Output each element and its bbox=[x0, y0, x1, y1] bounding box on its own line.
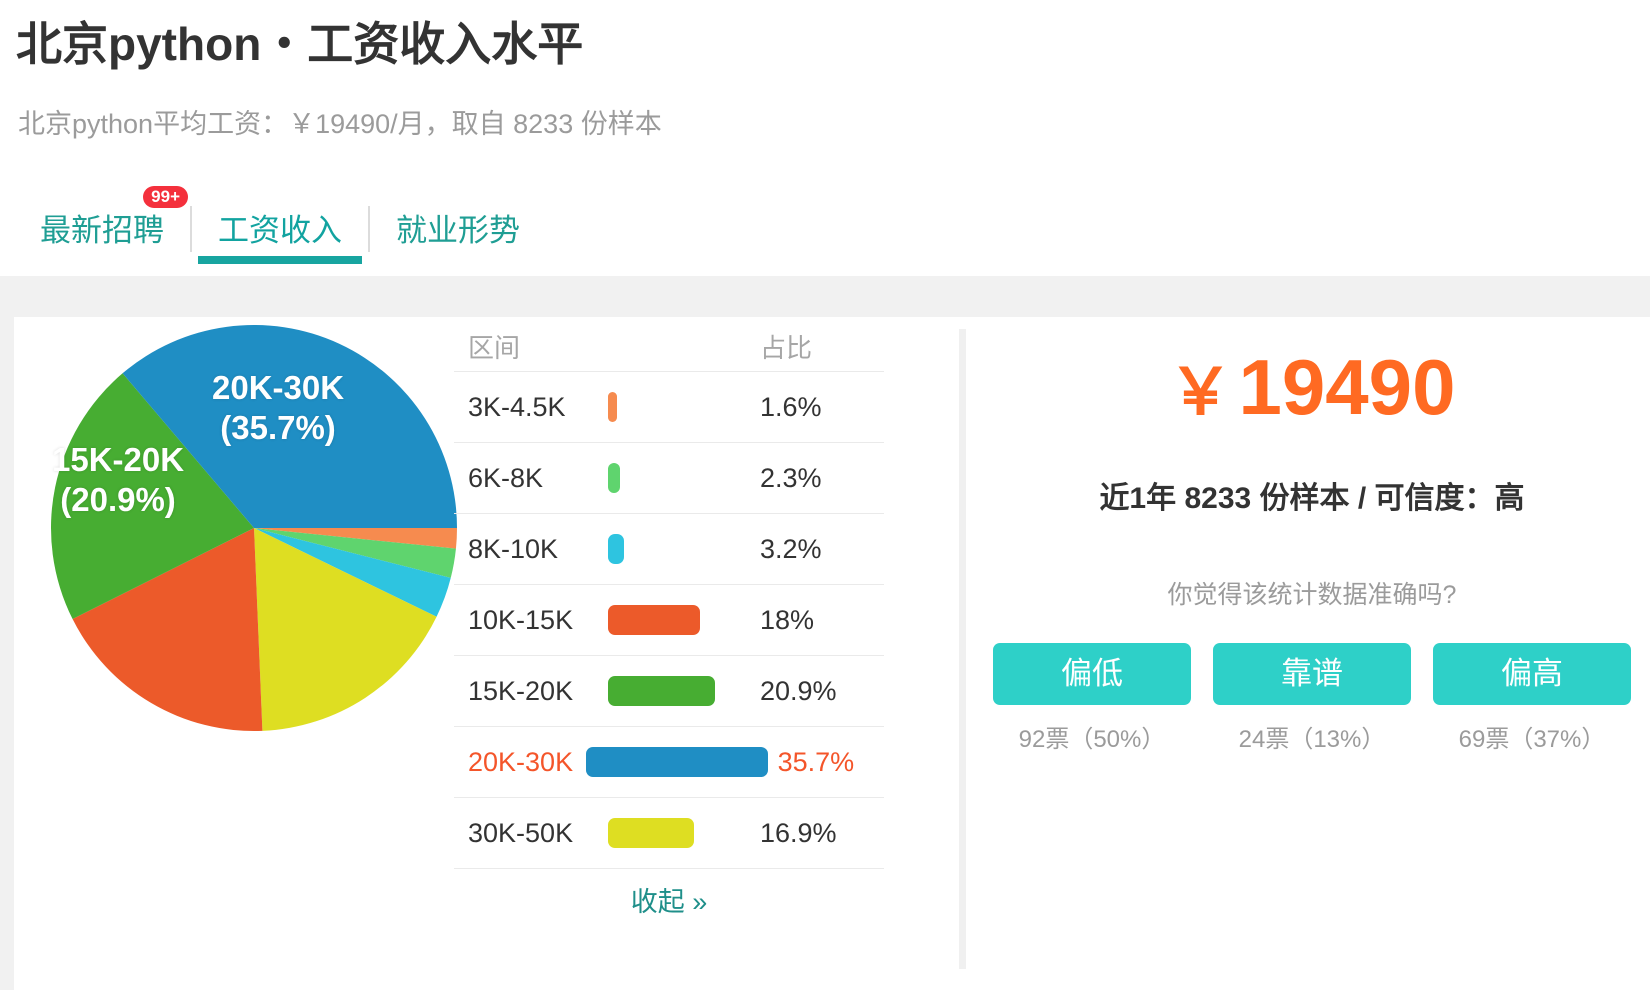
tab-salary-income[interactable]: 工资收入 bbox=[192, 190, 368, 264]
sample-meta: 近1年 8233 份样本 / 可信度：高 bbox=[1099, 481, 1525, 515]
cell-range: 15K-20K bbox=[468, 675, 574, 706]
cell-bar bbox=[608, 463, 750, 493]
pie-svg bbox=[50, 324, 457, 732]
proportion-bar bbox=[608, 392, 617, 422]
vote-too-high-button[interactable]: 偏高 bbox=[1433, 642, 1631, 705]
vote-count-high: 69票（37%） bbox=[1458, 725, 1606, 753]
cell-percent: 16.9% bbox=[760, 817, 837, 848]
vote-accurate-button[interactable]: 靠谱 bbox=[1213, 642, 1411, 705]
table-row[interactable]: 8K-10K 3.2% bbox=[454, 513, 884, 584]
panel-divider bbox=[959, 329, 966, 969]
pie-slice[interactable] bbox=[254, 528, 457, 549]
table-row[interactable]: 15K-20K 20.9% bbox=[454, 655, 884, 726]
vote-count-low: 92票（50%） bbox=[1018, 725, 1166, 753]
salary-amount: 19490 bbox=[1238, 343, 1456, 431]
table-body: 3K-4.5K 1.6% 6K-8K 2.3% 8K-10K 3.2% 10K-15K 18%… bbox=[454, 371, 884, 868]
cell-bar bbox=[608, 392, 750, 422]
cell-bar bbox=[608, 605, 750, 635]
cell-range: 30K-50K bbox=[468, 817, 574, 848]
cell-bar bbox=[608, 818, 750, 848]
column-header-percent: 占比 bbox=[760, 333, 813, 363]
pie-slice[interactable] bbox=[72, 528, 263, 732]
cell-percent: 35.7% bbox=[777, 746, 855, 777]
pie-slice[interactable] bbox=[122, 324, 457, 528]
table-row[interactable]: 3K-4.5K 1.6% bbox=[454, 371, 884, 442]
proportion-bar bbox=[608, 534, 625, 564]
cell-range: 10K-15K bbox=[468, 604, 574, 635]
collapse-link[interactable]: 收起 » bbox=[630, 887, 708, 917]
tab-divider bbox=[190, 206, 192, 252]
cell-range: 20K-30K bbox=[468, 746, 574, 777]
vote-option-high: 偏高 69票（37%） bbox=[1433, 642, 1631, 754]
vote-option-low: 偏低 92票（50%） bbox=[993, 642, 1191, 754]
tab-label: 最新招聘 bbox=[40, 212, 164, 248]
cell-percent: 2.3% bbox=[760, 462, 822, 493]
table-header-row: 区间 占比 bbox=[454, 317, 884, 371]
vote-count-accurate: 24票（13%） bbox=[1238, 725, 1386, 753]
tab-employment-trend[interactable]: 就业形势 bbox=[370, 190, 546, 264]
proportion-bar bbox=[608, 463, 620, 493]
table-row[interactable]: 6K-8K 2.3% bbox=[454, 442, 884, 513]
table-row[interactable]: 10K-15K 18% bbox=[454, 584, 884, 655]
accuracy-question: 你觉得该统计数据准确吗? bbox=[1167, 580, 1457, 609]
cell-bar bbox=[585, 747, 768, 777]
notification-badge: 99+ bbox=[143, 186, 188, 208]
tab-divider bbox=[368, 206, 370, 252]
table-footer: 收起 » bbox=[454, 868, 884, 930]
average-salary: ￥19490 bbox=[974, 343, 1650, 431]
salary-card: 20K-30K (35.7%) 15K-20K (20.9%) 区间 占比 3K-4… bbox=[14, 317, 1650, 990]
vote-too-low-button[interactable]: 偏低 bbox=[993, 642, 1191, 705]
pie-slice[interactable] bbox=[254, 528, 437, 731]
page-subtitle: 北京python平均工资：￥19490/月，取自 8233 份样本 bbox=[18, 109, 662, 139]
cell-range: 6K-8K bbox=[468, 462, 544, 493]
tab-latest-jobs[interactable]: 最新招聘 99+ bbox=[18, 186, 190, 264]
proportion-bar bbox=[608, 605, 700, 635]
salary-distribution-pie-chart: 20K-30K (35.7%) 15K-20K (20.9%) bbox=[44, 318, 474, 758]
page-title: 北京python・工资收入水平 bbox=[16, 18, 584, 70]
tab-bar: 最新招聘 99+ 工资收入 就业形势 bbox=[18, 186, 546, 268]
salary-summary-panel: ￥19490 近1年 8233 份样本 / 可信度：高 你觉得该统计数据准确吗?… bbox=[974, 317, 1650, 754]
pie-slice[interactable] bbox=[254, 528, 451, 617]
proportion-bar bbox=[608, 676, 715, 706]
pie-slice[interactable] bbox=[254, 528, 456, 578]
table-row[interactable]: 30K-50K 16.9% bbox=[454, 797, 884, 868]
tab-label: 就业形势 bbox=[396, 212, 520, 248]
cell-bar bbox=[608, 676, 750, 706]
vote-button-group: 偏低 92票（50%） 靠谱 24票（13%） 偏高 69票（37%） bbox=[974, 642, 1650, 754]
vote-option-accurate: 靠谱 24票（13%） bbox=[1213, 642, 1411, 754]
cell-range: 3K-4.5K bbox=[468, 391, 566, 422]
proportion-bar bbox=[585, 747, 768, 777]
table-row[interactable]: 20K-30K 35.7% bbox=[454, 726, 884, 797]
cell-percent: 1.6% bbox=[760, 391, 822, 422]
cell-percent: 20.9% bbox=[760, 675, 837, 706]
column-header-range: 区间 bbox=[468, 333, 521, 363]
cell-range: 8K-10K bbox=[468, 533, 559, 564]
pie-slice[interactable] bbox=[50, 373, 254, 620]
cell-percent: 3.2% bbox=[760, 533, 822, 564]
cell-bar bbox=[608, 534, 750, 564]
currency-symbol: ￥ bbox=[1168, 356, 1233, 428]
proportion-bar bbox=[608, 818, 695, 848]
tab-label: 工资收入 bbox=[218, 212, 342, 248]
salary-range-table: 区间 占比 3K-4.5K 1.6% 6K-8K 2.3% 8K-10K 3.2% 10K-… bbox=[454, 317, 884, 930]
cell-percent: 18% bbox=[760, 604, 815, 635]
